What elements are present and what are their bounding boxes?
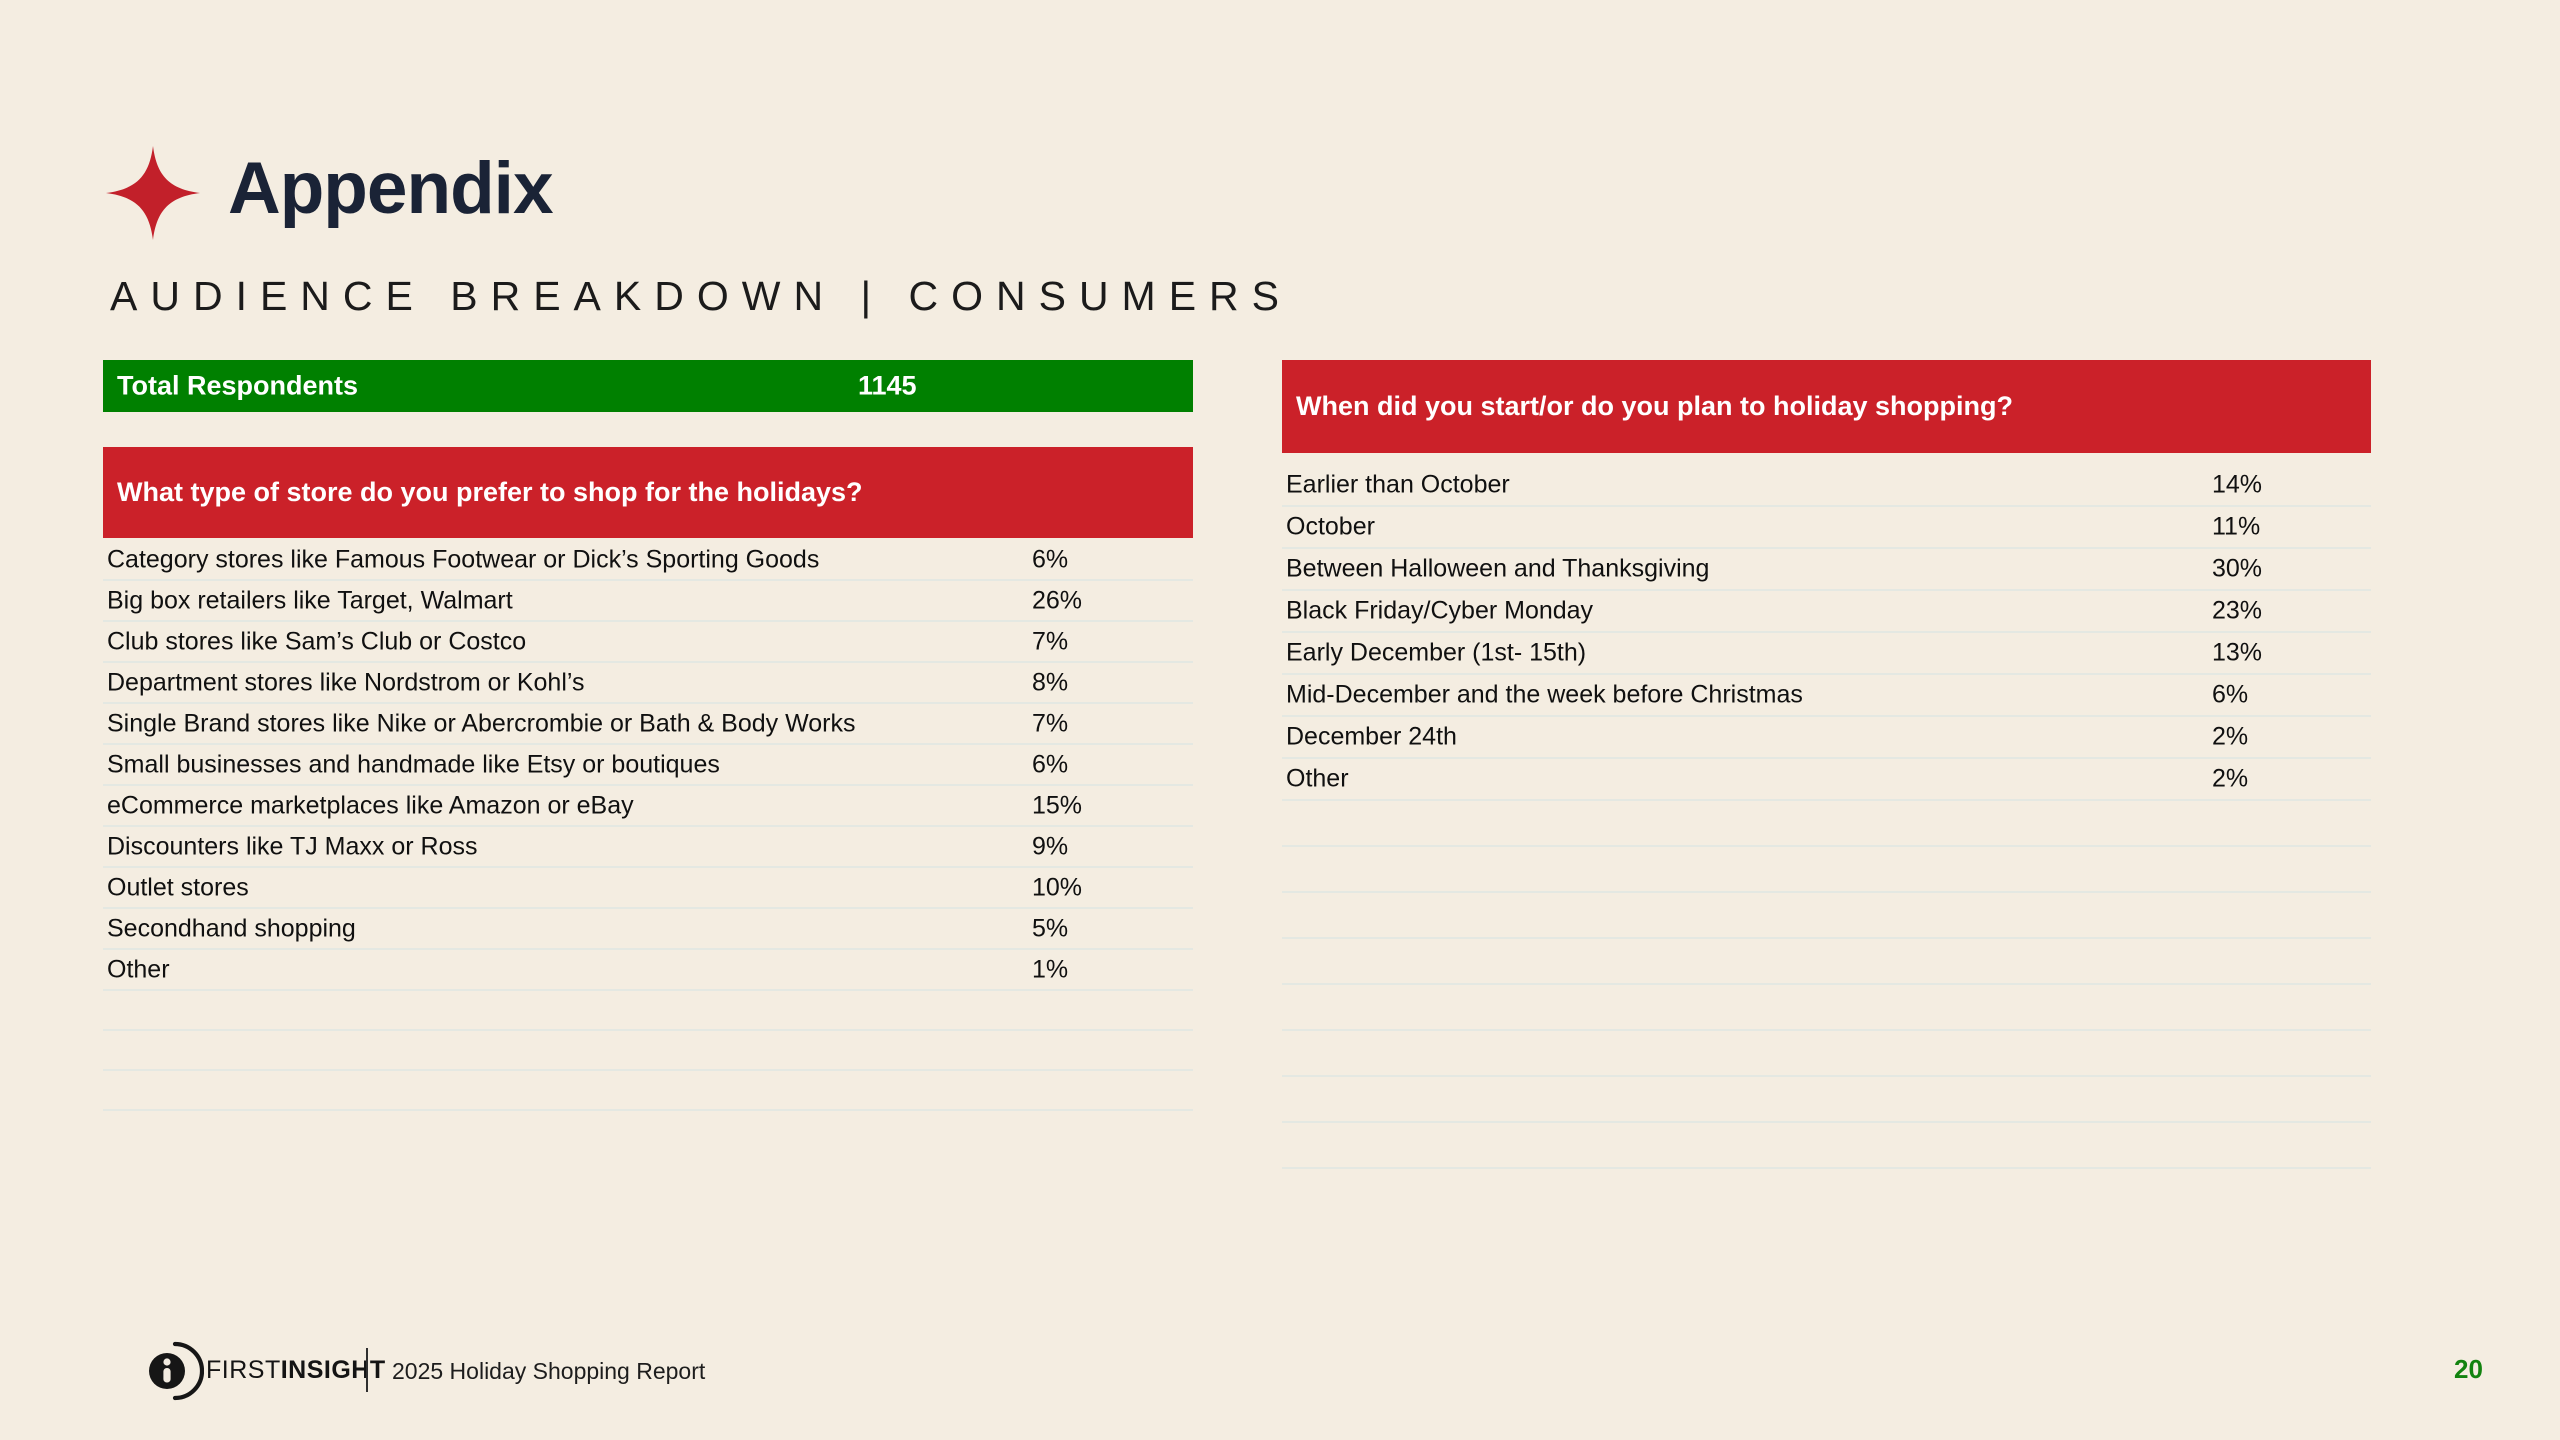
page-title: Appendix — [228, 148, 554, 229]
row-label: Department stores like Nordstrom or Kohl… — [107, 668, 585, 696]
row-value: 7% — [1032, 627, 1069, 655]
row-value: 7% — [1032, 709, 1069, 737]
table-row: Category stores like Famous Footwear or … — [103, 540, 1193, 581]
row-label: Other — [1286, 764, 1349, 793]
store-preference-panel: Total Respondents 1145 What type of stor… — [103, 360, 1193, 1111]
table-row: Other 1% — [103, 950, 1193, 991]
row-value: 9% — [1032, 832, 1069, 860]
row-label: Discounters like TJ Maxx or Ross — [107, 832, 478, 860]
table-row: Other 2% — [1282, 759, 2371, 801]
row-label: Earlier than October — [1286, 470, 1510, 499]
table-row: Discounters like TJ Maxx or Ross 9% — [103, 827, 1193, 868]
row-value: 10% — [1032, 873, 1083, 901]
page-subtitle: AUDIENCE BREAKDOWN | CONSUMERS — [110, 273, 1293, 319]
table-row: Big box retailers like Target, Walmart 26… — [103, 581, 1193, 622]
table-row: December 24th 2% — [1282, 717, 2371, 759]
row-value: 14% — [2212, 470, 2263, 499]
brand-wordmark: FIRSTINSIGHT — [206, 1358, 386, 1383]
row-label: Early December (1st- 15th) — [1286, 638, 1587, 667]
row-value: 26% — [1032, 586, 1083, 614]
row-value: 6% — [1032, 750, 1069, 778]
row-value: 6% — [2212, 680, 2249, 709]
shopping-start-question-header: When did you start/or do you plan to hol… — [1282, 360, 2371, 453]
row-label: eCommerce marketplaces like Amazon or eB… — [107, 791, 634, 819]
table-row: Between Halloween and Thanksgiving 30% — [1282, 549, 2371, 591]
table-row: Mid-December and the week before Christm… — [1282, 675, 2371, 717]
row-value: 23% — [2212, 596, 2263, 625]
empty-table-row — [1282, 847, 2371, 893]
row-value: 13% — [2212, 638, 2263, 667]
table-row: October 11% — [1282, 507, 2371, 549]
table-row: Outlet stores 10% — [103, 868, 1193, 909]
store-preference-table: Category stores like Famous Footwear or … — [103, 540, 1193, 1111]
total-respondents-bar: Total Respondents 1145 — [103, 360, 1193, 412]
row-label: Outlet stores — [107, 873, 249, 901]
empty-table-row — [1282, 801, 2371, 847]
empty-table-row — [103, 1031, 1193, 1071]
question-text: What type of store do you prefer to shop… — [117, 477, 863, 508]
brand-first: FIRST — [206, 1356, 281, 1384]
row-value: 5% — [1032, 914, 1069, 942]
question-text: When did you start/or do you plan to hol… — [1296, 391, 2013, 422]
report-title: 2025 Holiday Shopping Report — [392, 1358, 706, 1384]
row-value: 2% — [2212, 764, 2249, 793]
row-label: Big box retailers like Target, Walmart — [107, 586, 513, 614]
empty-table-row — [1282, 1077, 2371, 1123]
row-value: 6% — [1032, 545, 1069, 573]
row-label: Between Halloween and Thanksgiving — [1286, 554, 1710, 583]
shopping-start-table: Earlier than October 14% October 11% Between… — [1282, 465, 2371, 1169]
table-row: Club stores like Sam’s Club or Costco 7% — [103, 622, 1193, 663]
empty-table-row — [1282, 1123, 2371, 1169]
row-label: Small businesses and handmade like Etsy … — [107, 750, 720, 778]
table-row: Small businesses and handmade like Etsy … — [103, 745, 1193, 786]
brand-insight: INSIGHT — [280, 1356, 386, 1384]
table-row: Department stores like Nordstrom or Kohl… — [103, 663, 1193, 704]
row-label: Other — [107, 955, 170, 983]
row-label: December 24th — [1286, 722, 1457, 751]
row-value: 30% — [2212, 554, 2263, 583]
row-label: Single Brand stores like Nike or Abercro… — [107, 709, 856, 737]
row-label: Mid-December and the week before Christm… — [1286, 680, 1803, 709]
table-row: Single Brand stores like Nike or Abercro… — [103, 704, 1193, 745]
total-respondents-value: 1145 — [858, 370, 917, 401]
empty-table-row — [1282, 1031, 2371, 1077]
empty-table-row — [1282, 985, 2371, 1031]
table-row: Black Friday/Cyber Monday 23% — [1282, 591, 2371, 633]
row-value: 2% — [2212, 722, 2249, 751]
first-insight-logo-icon — [149, 1341, 204, 1401]
sparkle-star-icon — [106, 146, 200, 240]
row-value: 8% — [1032, 668, 1069, 696]
store-preference-question-header: What type of store do you prefer to shop… — [103, 447, 1193, 538]
table-row: Earlier than October 14% — [1282, 465, 2371, 507]
empty-table-row — [103, 1071, 1193, 1111]
table-row: eCommerce marketplaces like Amazon or eB… — [103, 786, 1193, 827]
row-label: Secondhand shopping — [107, 914, 356, 942]
row-value: 15% — [1032, 791, 1083, 819]
row-label: Club stores like Sam’s Club or Costco — [107, 627, 527, 655]
row-label: Category stores like Famous Footwear or … — [107, 545, 820, 573]
row-label: October — [1286, 512, 1375, 541]
row-value: 11% — [2212, 512, 2261, 541]
footer-divider — [366, 1348, 368, 1392]
empty-table-row — [103, 991, 1193, 1031]
total-respondents-label: Total Respondents — [117, 370, 359, 401]
shopping-start-panel: When did you start/or do you plan to hol… — [1282, 360, 2371, 1169]
row-label: Black Friday/Cyber Monday — [1286, 596, 1594, 625]
empty-table-row — [1282, 893, 2371, 939]
page-number: 20 — [2454, 1354, 2483, 1384]
table-row: Secondhand shopping 5% — [103, 909, 1193, 950]
row-value: 1% — [1032, 955, 1069, 983]
table-row: Early December (1st- 15th) 13% — [1282, 633, 2371, 675]
empty-table-row — [1282, 939, 2371, 985]
